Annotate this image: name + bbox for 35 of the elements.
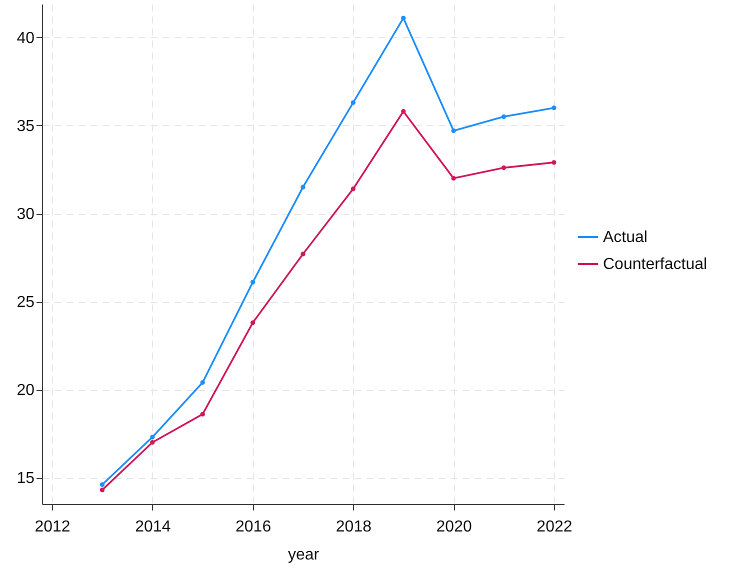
point (552, 160, 556, 165)
y-tick-label: 35 (16, 118, 35, 135)
point (451, 176, 456, 181)
point (300, 184, 306, 190)
point (552, 106, 556, 110)
x-tick-label: 2022 (536, 518, 572, 536)
point (150, 440, 155, 445)
y-tick-label: 30 (16, 206, 35, 224)
point (250, 280, 256, 285)
point (150, 434, 155, 440)
point (100, 482, 105, 487)
point (401, 16, 406, 20)
point (200, 412, 205, 417)
point (501, 114, 506, 120)
x-tick-label: 2016 (236, 518, 272, 536)
point (250, 320, 256, 325)
y-tick-label: 40 (16, 30, 35, 47)
y-tick-label: 20 (16, 382, 35, 400)
legend-label: Actual (603, 229, 648, 246)
point (300, 252, 306, 256)
point (401, 109, 406, 114)
x-tick-label: 2020 (436, 518, 472, 536)
x-tick-label: 2012 (34, 518, 70, 536)
point (501, 165, 506, 170)
point (350, 100, 356, 105)
point (350, 186, 356, 192)
y-tick-label: 15 (16, 470, 35, 488)
legend-label: Counterfactual (603, 256, 708, 273)
point (200, 380, 205, 385)
point (451, 128, 456, 134)
x-tick-label: 2014 (135, 518, 171, 536)
y-tick-label: 25 (16, 294, 35, 312)
x-tick-label: 2018 (336, 518, 372, 536)
x-axis-title: year (288, 546, 320, 564)
point (100, 488, 105, 492)
